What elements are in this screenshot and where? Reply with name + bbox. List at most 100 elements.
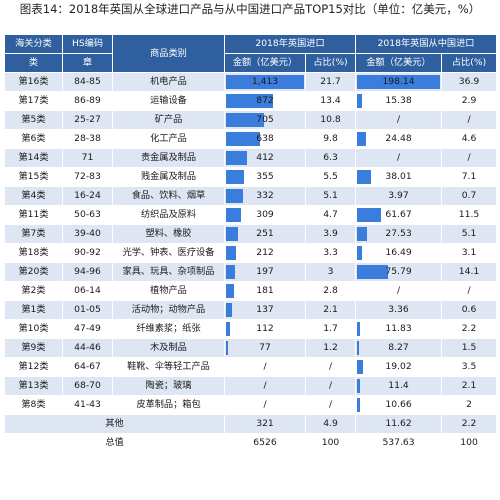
global-amount-cell: / [224,357,306,377]
china-amount-cell: 3.97 [355,186,443,206]
china-amount-cell-text: 61.67 [385,209,412,220]
global-amount-cell: 332 [224,186,306,206]
global-amount-bar [226,322,231,336]
china-share-cell: / [441,281,498,301]
category-cell: 纤维素浆；纸张 [112,319,225,339]
global-amount-bar [226,246,236,260]
table-row: 第5类 25-27 矿产品 705 10.8 / / [4,110,498,130]
hs-code-cell: 86-89 [62,91,113,111]
global-amount-bar [226,170,245,184]
category-cell: 贵金属及制品 [112,148,225,168]
china-share-cell: 36.9 [441,72,498,92]
customs-class-cell: 第2类 [4,281,63,301]
global-amount-cell-text: 137 [256,304,274,315]
category-cell: 化工产品 [112,129,225,149]
table-row: 第8类 41-43 皮革制品；箱包 / / 10.66 2 [4,395,498,415]
china-share-cell: / [441,110,498,130]
china-amount-cell: 198.14 [355,72,443,92]
global-amount-bar [226,284,235,298]
china-amount-cell-text: / [396,152,401,163]
global-share-cell: 3.3 [304,243,357,263]
hs-code-cell: 06-14 [62,281,113,301]
china-amount-bar [357,75,441,89]
global-share-cell: / [304,376,357,396]
total-global-amount: 6526 [224,433,306,453]
header-group-global: 2018年英国进口 [223,34,357,54]
global-amount-bar [226,265,236,279]
china-amount-bar [357,94,362,108]
header-group-china: 2018年英国从中国进口 [355,34,498,54]
header-china-share: 占比(%) [441,53,498,73]
china-amount-cell-text: 11.4 [388,380,409,391]
global-share-cell: 3.9 [304,224,357,244]
global-amount-bar [226,303,232,317]
customs-class-cell: 第11类 [4,205,63,225]
china-amount-cell-text: 16.49 [385,247,412,258]
global-share-cell: 2.8 [304,281,357,301]
global-amount-cell-text: 197 [256,266,274,277]
table-row-other: 其他 321 4.9 11.62 2.2 [4,414,498,434]
customs-class-cell: 第16类 [4,72,63,92]
china-share-cell: 14.1 [441,262,498,282]
global-amount-cell-text: 251 [256,228,274,239]
china-amount-cell-text: 10.66 [385,399,412,410]
china-share-cell: 0.7 [441,186,498,206]
china-amount-bar [357,341,359,355]
global-share-cell: 2.1 [304,300,357,320]
global-share-cell: 10.8 [304,110,357,130]
customs-class-cell: 第18类 [4,243,63,263]
china-amount-cell-text: 24.48 [385,133,412,144]
global-amount-cell-text: 1,413 [251,76,279,87]
customs-class-cell: 第8类 [4,395,63,415]
header-global-share: 占比(%) [304,53,357,73]
hs-code-cell: 28-38 [62,129,113,149]
customs-class-cell: 第1类 [4,300,63,320]
china-share-cell: 3.5 [441,357,498,377]
global-amount-cell: 77 [224,338,306,358]
category-cell: 纺织品及原料 [112,205,225,225]
china-amount-bar [357,379,360,393]
china-amount-cell-text: 11.83 [385,323,412,334]
global-amount-bar [226,132,261,146]
chart-title: 图表14：2018年英国从全球进口产品与从中国进口产品TOP15对比（单位：亿美… [19,2,481,16]
global-amount-cell-text: 705 [256,114,274,125]
china-amount-bar [357,265,388,279]
global-amount-cell: 112 [224,319,306,339]
hs-code-cell: 39-40 [62,224,113,244]
other-label: 其他 [4,414,225,434]
global-amount-cell: 412 [224,148,306,168]
hs-code-cell: 94-96 [62,262,113,282]
global-share-cell: 4.7 [304,205,357,225]
header-hs-code: HS编码 [62,34,113,54]
china-amount-cell: 61.67 [355,205,443,225]
category-cell: 矿产品 [112,110,225,130]
global-amount-bar [226,151,248,165]
hs-code-cell: 01-05 [62,300,113,320]
china-amount-cell-text: 19.02 [385,361,412,372]
china-amount-cell: 3.36 [355,300,443,320]
table-row: 第18类 90-92 光学、钟表、医疗设备 212 3.3 16.49 3.1 [4,243,498,263]
category-cell: 皮革制品；箱包 [112,395,225,415]
category-cell: 塑料、橡胶 [112,224,225,244]
china-amount-bar [357,246,363,260]
global-share-cell: 5.5 [304,167,357,187]
header-global-amount: 金额（亿美元） [224,53,306,73]
table-body: 第16类 84-85 机电产品 1,413 21.7 198.14 36.9 第17类 86-8… [4,72,498,415]
global-amount-cell-text: / [263,361,267,372]
global-amount-cell-text: 412 [256,152,274,163]
china-amount-cell-text: / [396,114,401,125]
global-amount-cell: 705 [224,110,306,130]
category-cell: 光学、钟表、医疗设备 [112,243,225,263]
table-row: 第10类 47-49 纤维素浆；纸张 112 1.7 11.83 2.2 [4,319,498,339]
global-amount-cell: 872 [224,91,306,111]
global-amount-cell: / [224,395,306,415]
header-category: 商品类别 [112,34,225,73]
total-global-share: 100 [304,433,357,453]
hs-code-cell: 84-85 [62,72,113,92]
table-row: 第13类 68-70 陶瓷；玻璃 / / 11.4 2.1 [4,376,498,396]
china-amount-cell: 75.79 [355,262,443,282]
header-chapter-sub: 章 [62,53,113,73]
table-row: 第1类 01-05 活动物；动物产品 137 2.1 3.36 0.6 [4,300,498,320]
china-amount-bar [357,398,360,412]
china-amount-cell: / [355,148,443,168]
